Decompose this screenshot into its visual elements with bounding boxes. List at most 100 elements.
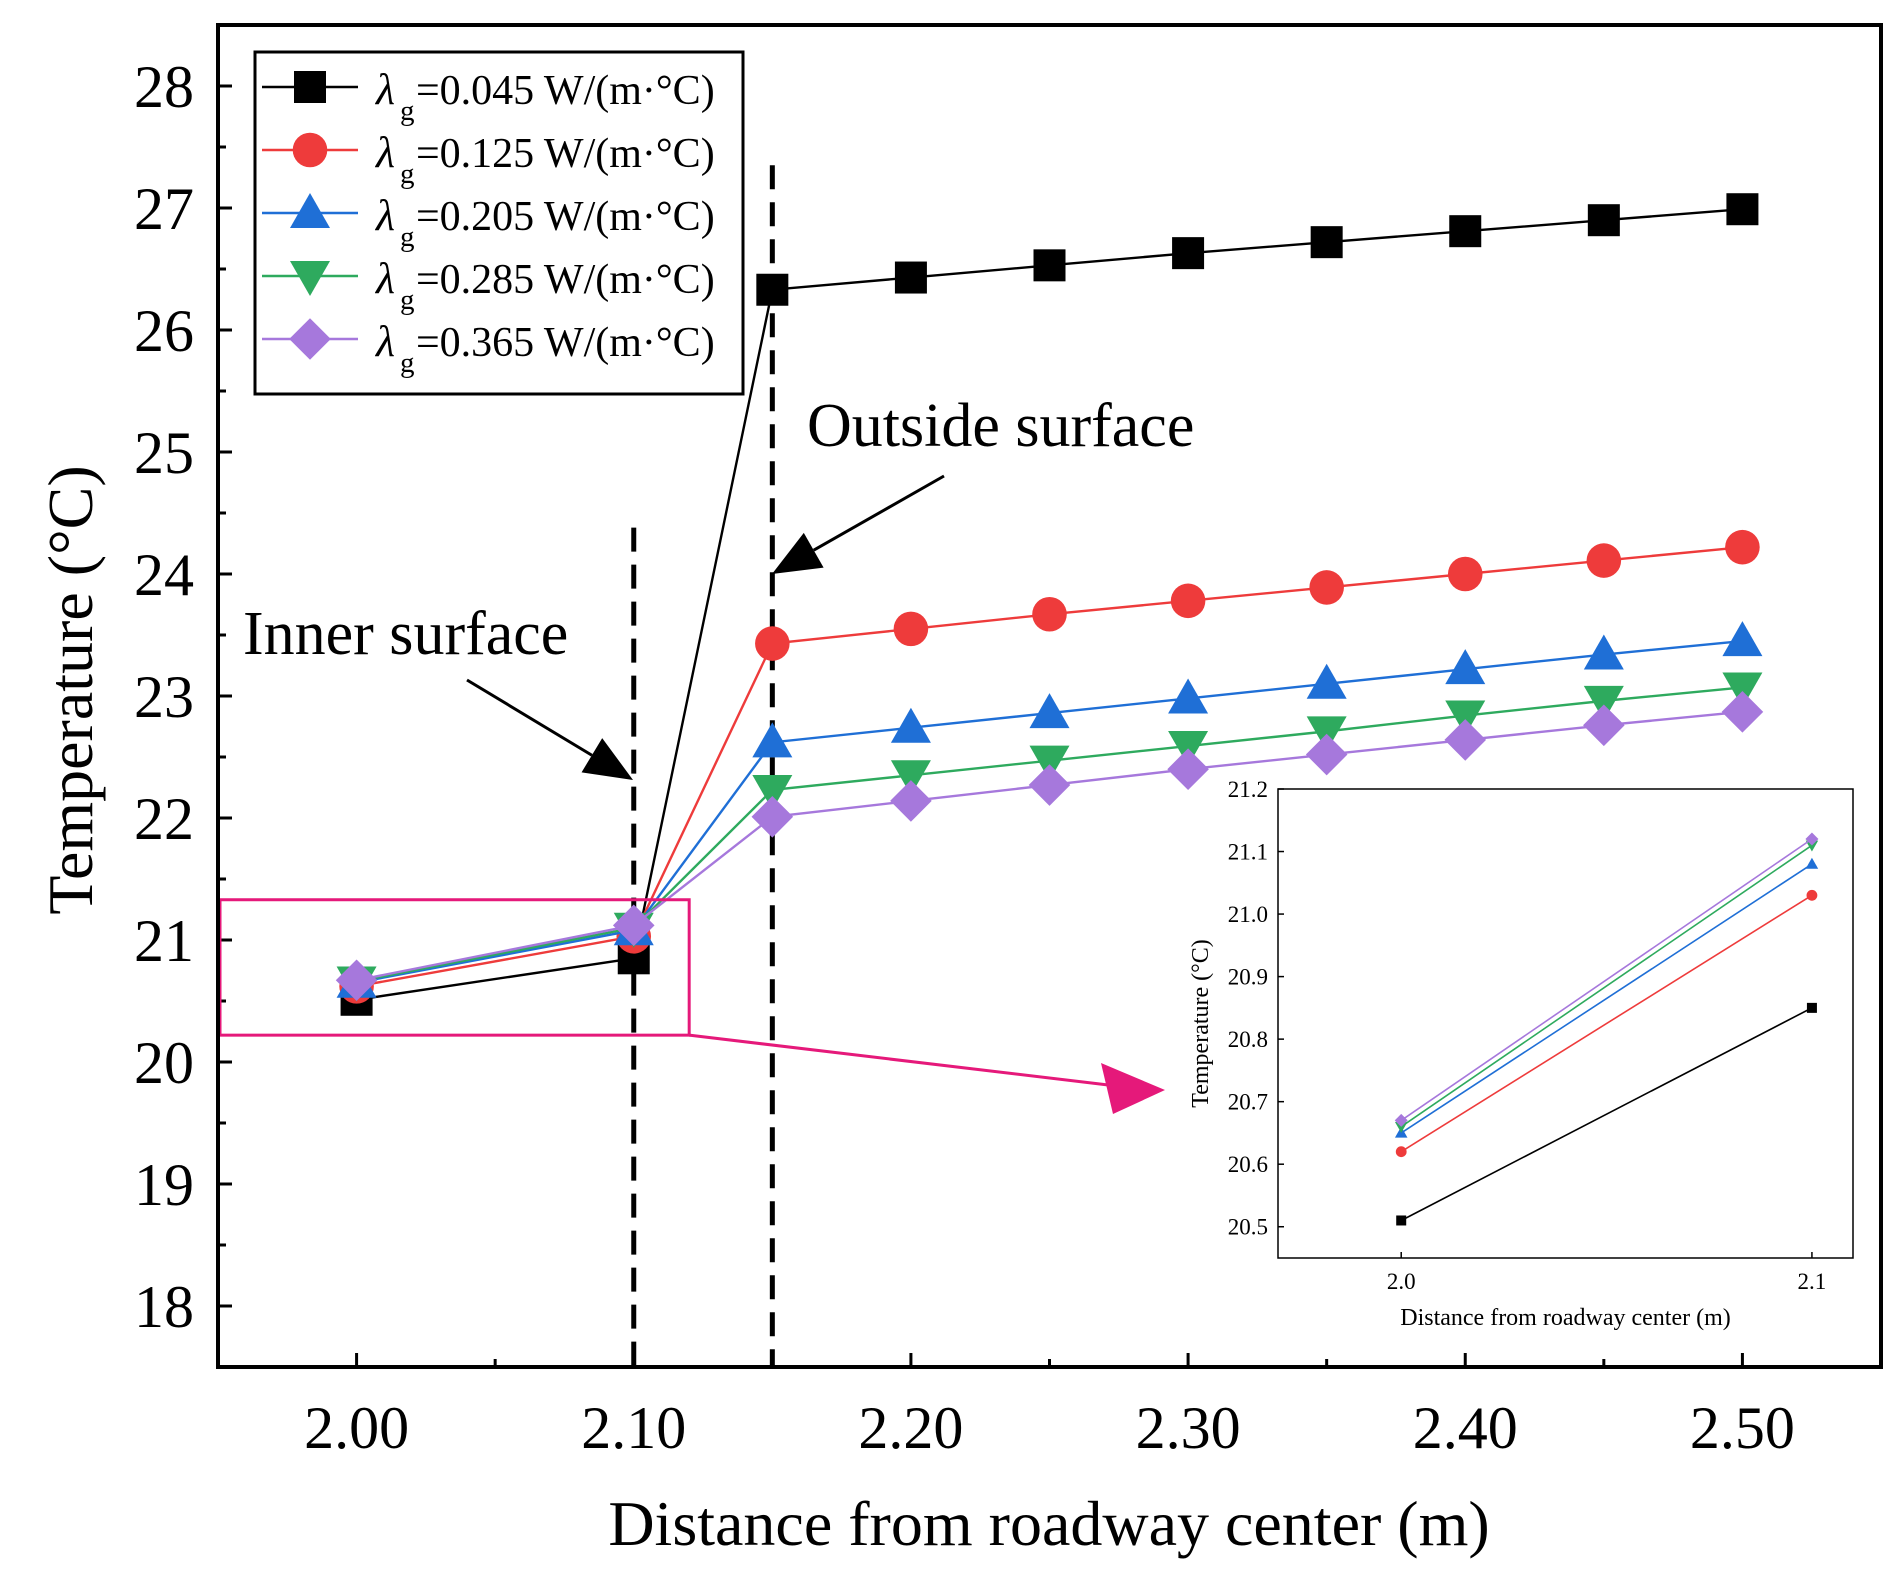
zoom-arrow-head [1101, 1063, 1165, 1114]
zoom-arrow-line [689, 1033, 1126, 1089]
data-point [612, 904, 655, 947]
x-tick-label: 2.40 [1413, 1395, 1518, 1461]
inset-series-0.125 [1395, 889, 1818, 1158]
inset-y-axis-label: Temperature (°C) [1188, 939, 1214, 1108]
data-point [1726, 193, 1759, 226]
y-axis-label: Temperature (°C) [35, 465, 106, 914]
legend-marker-square [294, 71, 326, 103]
outside-surface-label: Outside surface [807, 392, 1194, 460]
legend-subscript: g [400, 221, 415, 253]
inset-data-point [1806, 1002, 1817, 1013]
data-point [1028, 764, 1071, 806]
data-point [752, 774, 793, 810]
legend-item-0.205: λ g =0.205 W/(m·°C) [262, 191, 715, 253]
arrow-shaft [812, 474, 945, 552]
data-point [1447, 556, 1483, 592]
data-point [1583, 634, 1624, 670]
main-series-group [335, 193, 1764, 1016]
inset-chart: 20.5 20.6 20.7 20.8 20.9 21.0 21.1 21.2 2.0 2.1 Di… [1188, 777, 1854, 1331]
data-point [1444, 719, 1487, 761]
data-point [890, 760, 931, 796]
inner-surface-arrow [466, 678, 633, 780]
inset-series-line [1400, 863, 1813, 1134]
y-tick-label: 26 [134, 298, 194, 364]
data-point [890, 707, 931, 743]
inset-y-tick-label: 20.7 [1228, 1090, 1268, 1115]
arrow-shaft [466, 678, 593, 757]
legend-symbol: λ [374, 254, 395, 303]
legend-symbol: λ [374, 317, 395, 366]
data-point [751, 795, 794, 838]
legend-label: =0.205 W/(m·°C) [416, 194, 715, 240]
data-point [1033, 249, 1066, 282]
data-point [1721, 691, 1764, 733]
inset-y-tick-label: 20.6 [1228, 1152, 1268, 1177]
arrow-head [772, 532, 824, 574]
data-point [1032, 596, 1067, 632]
x-tick-label: 2.20 [858, 1395, 963, 1461]
y-tick-label: 18 [134, 1274, 194, 1340]
legend-label: =0.125 W/(m·°C) [416, 131, 715, 177]
data-point [1167, 748, 1209, 790]
x-tick-label: 2.50 [1690, 1395, 1795, 1461]
legend-marker-circle [292, 132, 328, 168]
data-point [1583, 685, 1624, 721]
legend-label: =0.365 W/(m·°C) [416, 320, 715, 366]
y-tick-label: 27 [134, 176, 194, 242]
legend-marker-diamond [289, 318, 331, 360]
y-tick-label: 20 [134, 1030, 194, 1096]
y-tick-label: 21 [134, 908, 194, 974]
inset-series-line [1400, 844, 1813, 1128]
legend-item-0.365: λ g =0.365 W/(m·°C) [262, 317, 715, 379]
inset-data-point [1806, 889, 1818, 901]
data-point [1449, 215, 1482, 248]
inset-x-tick-label: 2.1 [1798, 1269, 1827, 1294]
inset-y-tick-label: 21.2 [1228, 777, 1268, 802]
data-point [1445, 649, 1486, 685]
legend-item-0.045: λ g =0.045 W/(m·°C) [262, 65, 715, 127]
y-tick-label: 19 [134, 1152, 194, 1218]
main-axis-ticks: 2.00 2.10 2.20 2.30 2.40 2.50 18 19 20 21 22 23 24 25… [134, 54, 1795, 1461]
inset-series-line [1400, 894, 1813, 1153]
data-point [1305, 733, 1348, 776]
series-0.045 [340, 193, 1759, 1016]
x-axis-label: Distance from roadway center (m) [608, 1488, 1489, 1559]
inset-data-point [1805, 857, 1819, 869]
legend-symbol: λ [374, 128, 395, 177]
inset-series-line [1400, 838, 1813, 1122]
series-0.365 [335, 691, 1764, 1002]
x-tick-label: 2.10 [581, 1395, 686, 1461]
series-line [356, 710, 1743, 982]
data-point [1172, 237, 1205, 270]
data-point [1722, 672, 1763, 708]
data-point [755, 626, 790, 661]
data-point [1029, 693, 1070, 729]
inset-y-tick-label: 20.5 [1228, 1215, 1268, 1240]
data-point [756, 273, 789, 306]
legend-subscript: g [400, 95, 415, 127]
inset-data-point [1394, 1113, 1408, 1127]
surface-annotations: Inner surface Outside surface [243, 392, 1194, 780]
data-point [752, 722, 793, 758]
y-tick-label: 23 [134, 664, 194, 730]
data-point [1583, 704, 1625, 747]
inset-x-tick-label: 2.0 [1387, 1269, 1416, 1294]
y-tick-label: 28 [134, 54, 194, 120]
legend-marker-triangle-up [290, 193, 330, 228]
legend-marker-triangle-down [290, 261, 330, 296]
series-line [356, 639, 1743, 984]
inset-x-axis-label: Distance from roadway center (m) [1400, 1305, 1731, 1331]
inset-y-tick-label: 21.1 [1228, 840, 1268, 865]
data-point [893, 611, 929, 647]
inset-frame [1277, 788, 1854, 1259]
data-point [890, 780, 932, 822]
inset-data-point [1396, 1215, 1407, 1226]
inset-series-line [1400, 1007, 1813, 1222]
data-point [1722, 621, 1763, 657]
data-point [1309, 570, 1344, 605]
outside-surface-arrow [772, 474, 945, 574]
inset-series-0.285 [1394, 840, 1819, 1133]
inset-data-point [1394, 1121, 1408, 1133]
data-point [1170, 583, 1206, 619]
